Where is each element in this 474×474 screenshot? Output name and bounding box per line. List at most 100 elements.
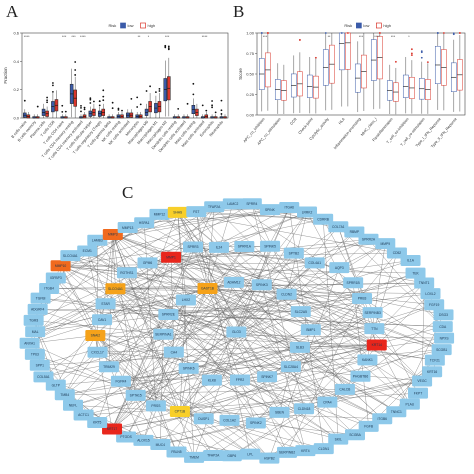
network-edge	[188, 344, 377, 369]
node-box	[33, 371, 54, 383]
outlier-point	[74, 69, 77, 71]
network-node: CDA	[432, 321, 453, 333]
network-edge	[96, 212, 178, 423]
node-label: TMEM	[189, 456, 199, 460]
network-edge	[120, 347, 300, 382]
node-box	[98, 361, 119, 373]
significance-label: ****	[80, 35, 86, 39]
network-node: FKPT	[408, 387, 429, 399]
node-box	[345, 429, 366, 441]
node-label: ADGRF4	[31, 308, 45, 312]
node-box	[358, 420, 379, 432]
node-label: IGFBP3	[50, 276, 62, 280]
node-box	[414, 277, 435, 289]
network-edge	[231, 408, 305, 456]
node-box	[290, 306, 311, 318]
network-node: SCGB1	[431, 344, 452, 356]
network-node: COL1A2	[219, 414, 240, 426]
box-low	[338, 32, 345, 71]
node-box	[208, 241, 229, 253]
network-node: SPP1	[29, 359, 50, 371]
network-edge	[112, 234, 116, 289]
y-tick-label: 0.50	[246, 72, 255, 77]
node-label: ITGA6	[284, 206, 294, 210]
node-box	[167, 206, 188, 218]
node-label: ROTHS1	[120, 271, 134, 275]
network-node: FBLN5	[166, 446, 187, 458]
outlier-point	[410, 48, 413, 51]
network-node: SLCO4A1	[60, 250, 81, 262]
network-edge	[236, 331, 435, 361]
x-tick-label: CCR	[289, 117, 298, 126]
network-edge	[207, 288, 237, 333]
node-label: TFAP2A	[208, 205, 221, 209]
node-label: ITGB4	[44, 287, 54, 291]
outlier-point	[52, 82, 54, 84]
node-label: CPT1B	[175, 410, 186, 414]
outlier-point	[23, 99, 26, 102]
node-box	[329, 262, 350, 274]
node-box	[294, 403, 315, 415]
node-label: SNAI2	[91, 334, 101, 338]
node-label: RBMP	[350, 230, 360, 234]
network-node: NPXS	[434, 332, 455, 344]
network-edge	[173, 252, 294, 353]
node-box	[420, 288, 441, 300]
network-node: SPINK7	[257, 371, 278, 383]
network-edge	[97, 239, 397, 412]
network-edge	[55, 277, 96, 336]
network-edge	[177, 212, 292, 367]
node-box	[27, 303, 48, 315]
network-node: KRT4	[295, 445, 316, 457]
network-node: MMP12	[149, 208, 170, 220]
network-node: CDRRB	[313, 213, 334, 225]
network-node: SPRR1B	[343, 277, 364, 289]
outlier-point	[452, 33, 455, 36]
node-label: SLCO4A1	[63, 254, 78, 258]
node-label: KRT17	[107, 427, 117, 431]
y-tick-label: 0.25	[246, 92, 255, 97]
network-node: MMP10	[50, 260, 71, 272]
network-node: VEGC	[412, 375, 433, 387]
node-box	[45, 272, 66, 284]
network-node: ALOX15	[133, 434, 154, 446]
outlier-point	[167, 45, 170, 48]
network-edge	[360, 337, 445, 377]
network-edge	[368, 239, 443, 327]
node-box	[221, 450, 242, 462]
node-box	[364, 323, 385, 335]
network-node: SPTA15	[125, 389, 146, 401]
network-edge	[72, 328, 375, 406]
node-label: COL5A1	[37, 375, 50, 379]
outlier-point	[192, 82, 195, 85]
outlier-point	[46, 96, 48, 99]
node-box	[30, 292, 51, 304]
panel-label-b: B	[233, 2, 245, 21]
network-edge	[112, 234, 164, 335]
node-box	[424, 299, 445, 311]
network-edge	[60, 265, 96, 336]
outlier-point	[130, 97, 133, 100]
network-edge	[303, 282, 425, 409]
network-node: SPINK2	[245, 417, 266, 429]
significance-label: ***	[62, 35, 67, 39]
network-edge	[155, 294, 287, 407]
node-box	[375, 238, 396, 250]
network-edge	[266, 282, 425, 377]
outlier-point	[155, 91, 157, 94]
plot-frame	[256, 32, 466, 116]
node-box	[313, 213, 334, 225]
network-node: MAL	[25, 326, 46, 338]
network-node: SBEN	[269, 406, 290, 418]
node-label: CDRRB	[317, 217, 330, 221]
node-box	[150, 439, 171, 451]
network-edge	[115, 288, 177, 453]
node-box	[269, 406, 290, 418]
outlier-point	[211, 104, 213, 107]
network-node: SHAS	[167, 206, 188, 218]
node-label: KRT16	[427, 370, 437, 374]
network-node: MUC4	[150, 439, 171, 451]
network-edge	[147, 247, 220, 264]
network-node: GPM6	[137, 257, 158, 269]
